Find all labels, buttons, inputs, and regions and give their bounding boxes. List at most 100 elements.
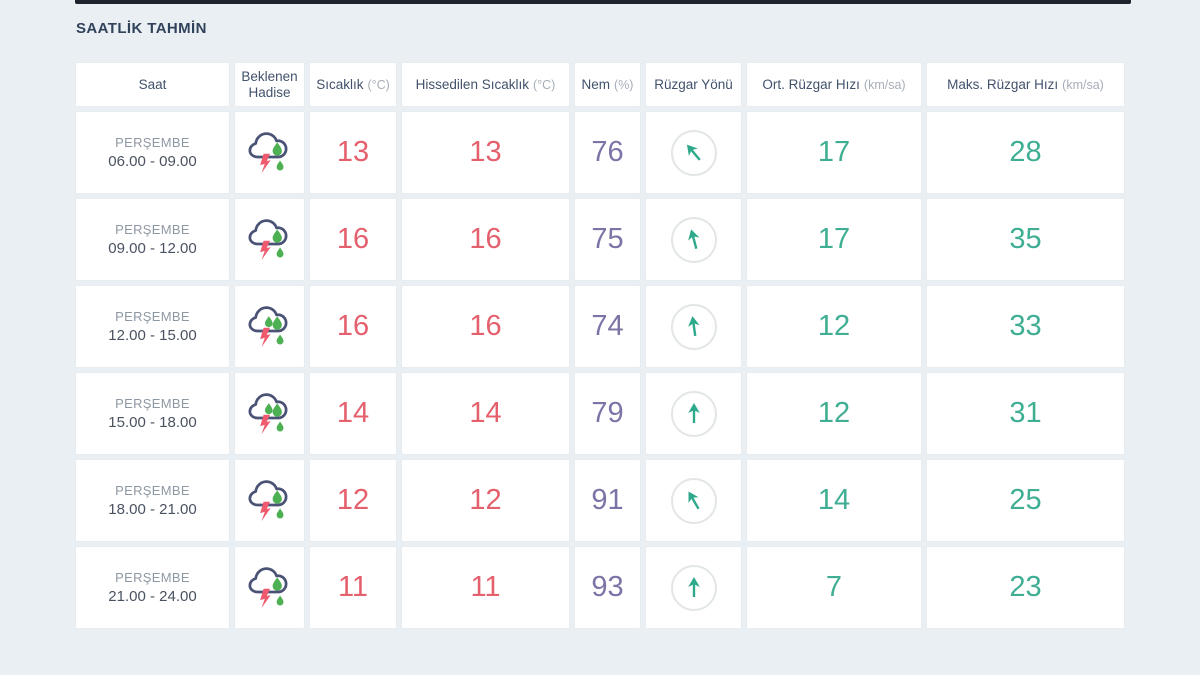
humidity-value: 74 (574, 285, 641, 368)
thunderstorm-heavy-rain-icon (247, 392, 287, 434)
lightning-bolt (259, 588, 271, 608)
wind-direction-cell (645, 285, 742, 368)
thunderstorm-rain-icon (247, 566, 287, 608)
wind-arrow-icon (686, 144, 701, 161)
temperature-value: 11 (309, 546, 397, 629)
raindrop-3 (264, 315, 273, 327)
weather-condition-cell (234, 111, 305, 194)
lightning-bolt (259, 327, 271, 347)
raindrop-2 (276, 421, 283, 431)
weather-condition-cell (234, 372, 305, 455)
wind-direction-icon (670, 477, 717, 524)
lightning-bolt (259, 153, 271, 173)
time-cell: PERŞEMBE 15.00 - 18.00 (75, 372, 230, 455)
avg-wind-speed-value: 12 (746, 372, 922, 455)
wind-arrow-icon (687, 490, 700, 509)
wind-arrow-icon (687, 315, 700, 336)
avg-wind-speed-value: 12 (746, 285, 922, 368)
max-wind-speed-value: 23 (926, 546, 1125, 629)
time-cell: PERŞEMBE 18.00 - 21.00 (75, 459, 230, 542)
max-wind-speed-value: 35 (926, 198, 1125, 281)
humidity-value: 75 (574, 198, 641, 281)
header-expected-condition: Beklenen Hadise (234, 62, 305, 107)
weather-condition-cell (234, 459, 305, 542)
raindrop-2 (276, 160, 283, 170)
time-cell: PERŞEMBE 21.00 - 24.00 (75, 546, 230, 629)
raindrop-2 (276, 595, 283, 605)
raindrop-2 (276, 508, 283, 518)
time-cell: PERŞEMBE 09.00 - 12.00 (75, 198, 230, 281)
raindrop-1 (272, 315, 282, 330)
weather-condition-cell (234, 198, 305, 281)
raindrop-3 (264, 402, 273, 414)
max-wind-speed-value: 25 (926, 459, 1125, 542)
max-wind-speed-value: 33 (926, 285, 1125, 368)
header-humidity: Nem (%) (574, 62, 641, 107)
avg-wind-speed-value: 7 (746, 546, 922, 629)
wind-arrow-icon (687, 576, 700, 597)
hourly-forecast-table: Saat Beklenen Hadise Sıcaklık (°C) Hisse… (75, 62, 1125, 629)
raindrop-2 (276, 334, 283, 344)
weather-condition-cell (234, 546, 305, 629)
wind-direction-icon (670, 129, 717, 176)
thunderstorm-rain-icon (247, 479, 287, 521)
day-label: PERŞEMBE (115, 135, 190, 150)
raindrop-1 (272, 141, 282, 156)
temperature-value: 13 (309, 111, 397, 194)
max-wind-speed-value: 28 (926, 111, 1125, 194)
raindrop-1 (272, 228, 282, 243)
max-wind-speed-value: 31 (926, 372, 1125, 455)
day-label: PERŞEMBE (115, 396, 190, 411)
raindrop-1 (272, 402, 282, 417)
header-max-wind-speed: Maks. Rüzgar Hızı (km/sa) (926, 62, 1125, 107)
header-wind-direction: Rüzgar Yönü (645, 62, 742, 107)
wind-direction-icon (670, 216, 717, 263)
header-time: Saat (75, 62, 230, 107)
thunderstorm-rain-icon (247, 131, 287, 173)
wind-direction-icon (670, 390, 717, 437)
header-feels-like: Hissedilen Sıcaklık (°C) (401, 62, 570, 107)
humidity-value: 93 (574, 546, 641, 629)
wind-direction-cell (645, 111, 742, 194)
day-label: PERŞEMBE (115, 570, 190, 585)
thunderstorm-rain-icon (247, 218, 287, 260)
feels-like-value: 11 (401, 546, 570, 629)
page-title: SAATLİK TAHMİN (76, 20, 207, 37)
time-range-label: 18.00 - 21.00 (108, 501, 197, 518)
avg-wind-speed-value: 14 (746, 459, 922, 542)
wind-direction-cell (645, 198, 742, 281)
wind-direction-icon (670, 303, 717, 350)
raindrop-2 (276, 247, 283, 257)
wind-direction-cell (645, 459, 742, 542)
thunderstorm-heavy-rain-icon (247, 305, 287, 347)
time-range-label: 12.00 - 15.00 (108, 327, 197, 344)
avg-wind-speed-value: 17 (746, 111, 922, 194)
wind-arrow-icon (687, 402, 700, 423)
feels-like-value: 12 (401, 459, 570, 542)
raindrop-1 (272, 489, 282, 504)
humidity-value: 76 (574, 111, 641, 194)
feels-like-value: 13 (401, 111, 570, 194)
lightning-bolt (259, 240, 271, 260)
time-range-label: 15.00 - 18.00 (108, 414, 197, 431)
wind-arrow-icon (687, 228, 699, 249)
temperature-value: 12 (309, 459, 397, 542)
day-label: PERŞEMBE (115, 309, 190, 324)
lightning-bolt (259, 501, 271, 521)
avg-wind-speed-value: 17 (746, 198, 922, 281)
humidity-value: 91 (574, 459, 641, 542)
wind-direction-cell (645, 372, 742, 455)
header-avg-wind-speed: Ort. Rüzgar Hızı (km/sa) (746, 62, 922, 107)
raindrop-1 (272, 576, 282, 591)
time-cell: PERŞEMBE 06.00 - 09.00 (75, 111, 230, 194)
time-range-label: 09.00 - 12.00 (108, 240, 197, 257)
weather-condition-cell (234, 285, 305, 368)
humidity-value: 79 (574, 372, 641, 455)
feels-like-value: 14 (401, 372, 570, 455)
time-cell: PERŞEMBE 12.00 - 15.00 (75, 285, 230, 368)
temperature-value: 16 (309, 285, 397, 368)
day-label: PERŞEMBE (115, 483, 190, 498)
wind-direction-icon (670, 564, 717, 611)
time-range-label: 21.00 - 24.00 (108, 588, 197, 605)
feels-like-value: 16 (401, 285, 570, 368)
